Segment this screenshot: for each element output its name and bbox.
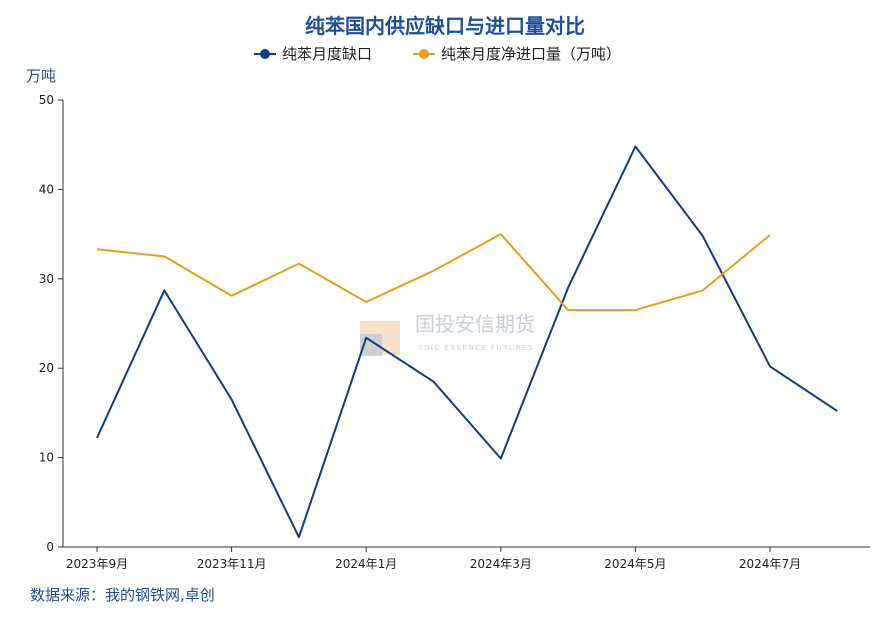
watermark-text: 国投安信期货 <box>415 312 535 336</box>
series-line-2 <box>96 233 771 312</box>
x-tick-label: 2023年9月 <box>66 557 128 571</box>
y-tick-label: 10 <box>39 451 54 465</box>
legend-label-1: 纯苯月度缺口 <box>282 45 372 63</box>
y-axis-unit-label: 万吨 <box>26 67 57 85</box>
watermark-logo: 国投安信期货 SDIC ESSENCE FUTURES <box>360 312 535 356</box>
chart-title: 纯苯国内供应缺口与进口量对比 <box>305 14 585 38</box>
x-tick-label: 2024年7月 <box>739 557 801 571</box>
legend-marker-1 <box>260 49 270 59</box>
series-line-1 <box>96 145 838 539</box>
x-tick-label: 2024年3月 <box>470 557 532 571</box>
x-tick-label: 2024年5月 <box>604 557 666 571</box>
y-tick-label: 50 <box>39 93 54 107</box>
legend-marker-2 <box>419 49 429 59</box>
legend-label-2: 纯苯月度净进口量（万吨） <box>441 45 621 63</box>
y-tick-label: 40 <box>39 182 54 196</box>
y-tick-label: 30 <box>39 272 54 286</box>
x-tick-label: 2023年11月 <box>197 557 267 571</box>
y-tick-label: 20 <box>39 361 54 375</box>
x-tick-label: 2024年1月 <box>335 557 397 571</box>
data-source-note: 数据来源：我的钢铁网,卓创 <box>30 586 215 604</box>
watermark-subtext: SDIC ESSENCE FUTURES <box>418 344 534 352</box>
y-tick-label: 0 <box>46 540 54 554</box>
